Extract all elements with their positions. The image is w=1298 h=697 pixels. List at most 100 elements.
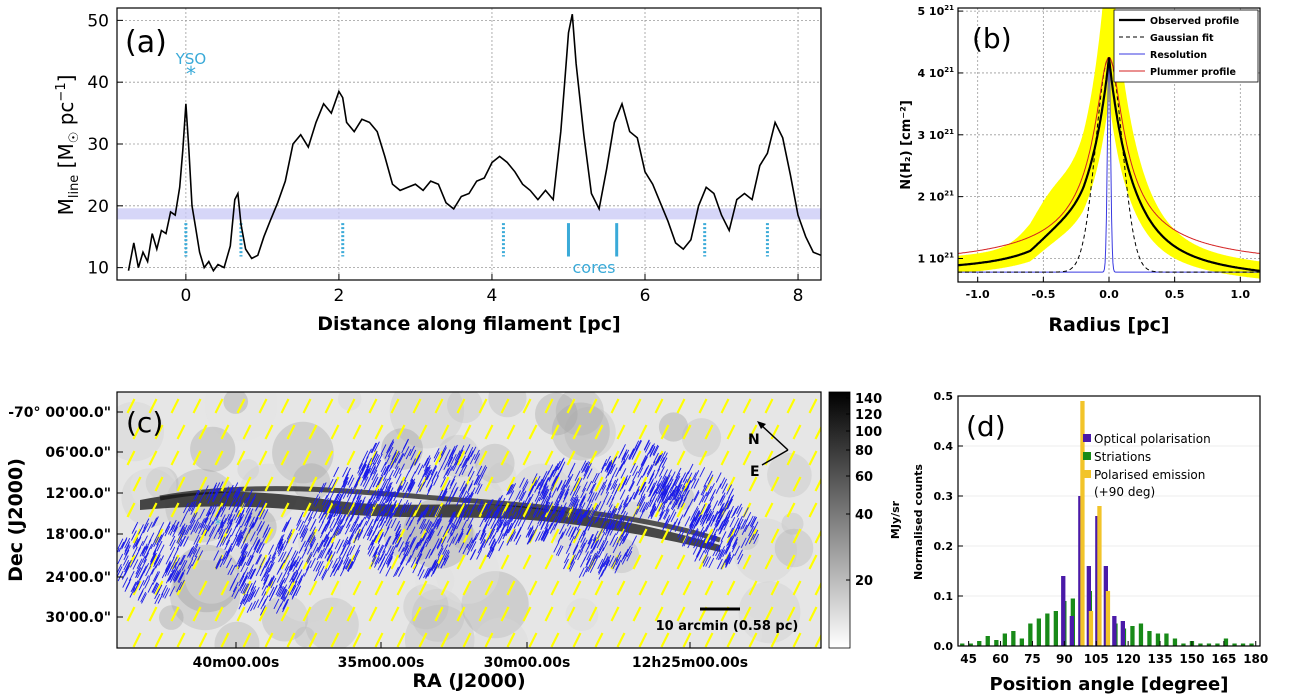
optical-vector — [360, 475, 367, 486]
polarisation-segment — [374, 528, 384, 544]
optical-vector — [457, 532, 464, 544]
optical-vector — [648, 473, 655, 484]
colorbar-tick-label: 20 — [855, 574, 873, 589]
optical-vector — [477, 475, 484, 486]
optical-vector — [744, 535, 751, 546]
optical-vector — [467, 492, 474, 504]
optical-vector — [576, 505, 583, 517]
optical-vector — [594, 513, 601, 524]
optical-vector — [316, 549, 323, 561]
panel-b-ytick-label: 5 1021 — [917, 4, 954, 18]
optical-vector — [335, 560, 342, 572]
optical-vector — [474, 483, 481, 494]
optical-vector — [411, 536, 417, 547]
optical-vector — [263, 574, 270, 585]
optical-vector — [409, 445, 415, 457]
optical-vector — [399, 503, 406, 514]
optical-vector — [650, 506, 657, 518]
optical-vector — [583, 507, 590, 519]
optical-vector — [415, 451, 422, 462]
optical-vector — [221, 550, 228, 562]
bar-striations — [960, 643, 965, 646]
optical-vector — [378, 495, 385, 507]
optical-vector — [336, 514, 343, 525]
optical-vector — [684, 489, 690, 501]
optical-vector — [647, 479, 654, 491]
polarisation-segment — [302, 502, 312, 518]
polarisation-segment — [550, 580, 560, 596]
optical-vector — [295, 585, 302, 597]
optical-vector — [490, 540, 497, 552]
polarisation-segment — [176, 632, 186, 648]
optical-vector — [370, 442, 377, 454]
optical-vector — [219, 491, 226, 503]
optical-vector — [494, 508, 501, 520]
optical-vector — [640, 486, 647, 497]
optical-vector — [385, 492, 392, 504]
bar-polarised-emission — [1105, 591, 1111, 646]
optical-vector — [614, 563, 621, 574]
optical-vector — [184, 524, 191, 536]
optical-vector — [402, 488, 409, 499]
optical-vector — [328, 508, 335, 519]
optical-vector — [334, 502, 341, 513]
optical-vector — [142, 546, 149, 557]
polarisation-segment — [572, 528, 582, 544]
optical-vector — [610, 507, 617, 519]
optical-vector — [182, 502, 189, 514]
optical-vector — [354, 512, 361, 524]
polarisation-segment — [352, 632, 362, 648]
polarisation-segment — [126, 450, 136, 466]
optical-vector — [270, 577, 277, 589]
optical-vector — [193, 534, 200, 545]
optical-vector — [658, 466, 665, 477]
panel-a-xlabel: Distance along filament [pc] — [317, 313, 620, 335]
optical-vector — [232, 581, 239, 593]
polarisation-segment — [434, 398, 444, 414]
optical-vector — [657, 453, 664, 464]
optical-vector — [466, 491, 473, 503]
optical-vector — [303, 566, 310, 577]
optical-vector — [611, 483, 618, 495]
polarisation-segment — [676, 450, 686, 466]
optical-vector — [572, 503, 579, 515]
optical-vector — [518, 488, 525, 500]
polarisation-segment — [792, 424, 802, 440]
optical-vector — [298, 524, 305, 535]
optical-vector — [669, 494, 676, 505]
optical-vector — [392, 533, 398, 545]
polarisation-segment — [786, 398, 796, 414]
optical-vector — [603, 556, 610, 568]
optical-vector — [123, 549, 130, 561]
optical-vector — [726, 484, 733, 495]
polarisation-segment — [368, 450, 378, 466]
optical-vector — [649, 469, 656, 481]
optical-vector — [240, 582, 247, 594]
optical-vector — [499, 505, 506, 516]
optical-vector — [631, 535, 638, 546]
optical-vector — [335, 557, 342, 568]
optical-vector — [579, 496, 586, 507]
optical-vector — [593, 472, 600, 484]
optical-vector — [354, 523, 361, 534]
optical-vector — [632, 508, 639, 519]
polarisation-segment — [258, 450, 268, 466]
panel-d-ytick-label: 0.5 — [934, 390, 954, 403]
optical-vector — [742, 518, 749, 530]
optical-vector — [361, 460, 368, 471]
optical-vector — [457, 449, 464, 460]
optical-vector — [508, 484, 515, 495]
optical-vector — [213, 550, 220, 561]
optical-vector — [292, 571, 299, 582]
optical-vector — [377, 533, 384, 544]
optical-vector — [263, 566, 270, 578]
polarisation-segment — [324, 554, 334, 570]
polarisation-segment — [280, 398, 290, 414]
optical-vector — [621, 478, 628, 489]
optical-vector — [651, 497, 658, 508]
optical-vector — [610, 557, 617, 568]
optical-vector — [276, 541, 283, 553]
optical-vector — [386, 519, 393, 530]
optical-vector — [299, 528, 306, 539]
optical-vector — [327, 478, 334, 490]
